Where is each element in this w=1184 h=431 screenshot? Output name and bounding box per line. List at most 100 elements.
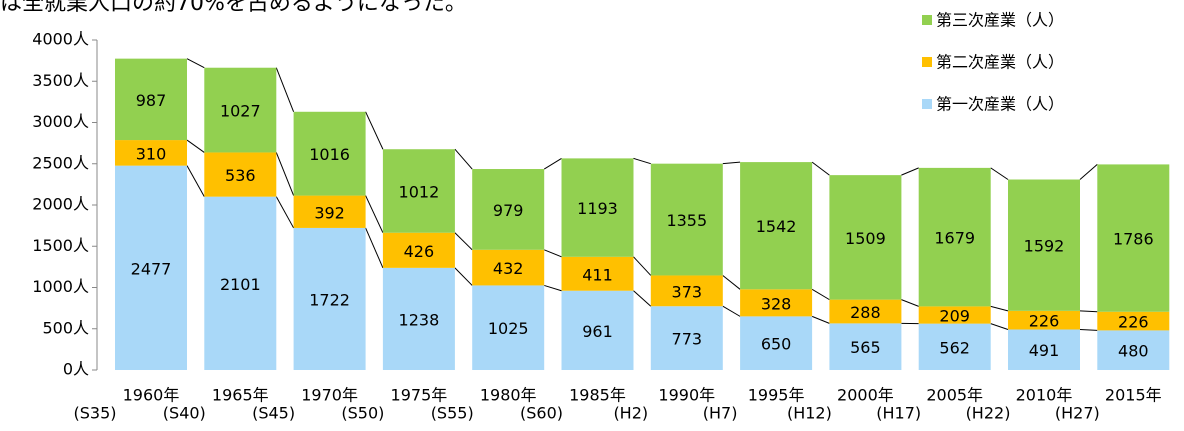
connector [901, 167, 919, 176]
connector [722, 275, 741, 290]
x-tick-label: 1985年 [569, 386, 626, 405]
era-label: (S55) [431, 404, 474, 423]
bar-segment [918, 167, 991, 307]
y-tick-label: 3000人 [32, 112, 89, 131]
data-label: 650 [761, 335, 792, 354]
data-label: 1238 [399, 310, 440, 329]
legend-swatch [922, 15, 932, 25]
era-label: (H17) [876, 404, 921, 423]
data-label: 536 [225, 166, 256, 185]
y-tick-label: 4000人 [32, 30, 89, 49]
y-tick-label: 0人 [63, 360, 89, 379]
bar-segment [382, 149, 455, 233]
data-label: 226 [1118, 313, 1149, 332]
data-label: 1509 [845, 229, 886, 248]
connector [722, 305, 741, 317]
data-label: 310 [136, 144, 167, 163]
y-tick-label: 1500人 [32, 236, 89, 255]
era-label: (S40) [163, 404, 206, 423]
connector [633, 256, 652, 276]
bar-segment [472, 285, 545, 370]
bar-segment [740, 162, 813, 290]
data-label: 1355 [666, 211, 707, 230]
connector [454, 232, 473, 251]
data-label: 2101 [220, 275, 261, 294]
bar-segment [829, 299, 902, 324]
x-tick-label: 2005年 [926, 386, 983, 405]
data-label: 411 [582, 265, 613, 284]
x-tick-label: 1995年 [748, 386, 805, 405]
data-label: 961 [582, 322, 613, 341]
bar-segment [1097, 330, 1170, 370]
data-label: 773 [672, 330, 703, 349]
connector [633, 290, 652, 307]
connector [544, 249, 562, 258]
bar-segment [650, 306, 723, 370]
x-tick-label: 2010年 [1016, 386, 1073, 405]
connector [1079, 328, 1098, 331]
data-label: 1193 [577, 199, 618, 218]
bar-segment [740, 316, 813, 370]
connector [186, 165, 205, 197]
legend-swatch [922, 99, 932, 109]
connector [811, 288, 830, 301]
bar-segment [829, 323, 902, 370]
bar-segment [293, 195, 366, 228]
caption: は全就業人口の約70%を占めるようになった。 [0, 0, 467, 16]
bar-segment [204, 152, 277, 197]
data-label: 1016 [309, 145, 350, 164]
bar-segment [918, 306, 991, 324]
bar-segment [382, 267, 455, 370]
connector [722, 161, 741, 165]
era-label: (H2) [613, 404, 648, 423]
x-tick-label: 1980年 [480, 386, 537, 405]
data-label: 392 [314, 203, 345, 222]
connector [186, 58, 205, 69]
bar-segment [650, 275, 723, 307]
data-label: 226 [1029, 312, 1060, 331]
data-label: 1542 [756, 217, 797, 236]
bar-segment [561, 158, 634, 257]
bar-segment [561, 256, 634, 291]
connector [544, 284, 562, 292]
bar-segment [293, 111, 366, 196]
data-label: 1786 [1113, 230, 1154, 249]
connector [275, 152, 295, 196]
bar-segment [204, 196, 277, 370]
data-label: 432 [493, 259, 524, 278]
data-label: 1027 [220, 102, 261, 121]
data-label: 426 [404, 242, 435, 261]
connector [990, 167, 1009, 180]
connector [990, 323, 1009, 330]
bar-segment [115, 165, 187, 370]
bar-segment [115, 58, 187, 141]
connector [365, 227, 384, 269]
bar-segment [293, 227, 366, 370]
connector [990, 305, 1009, 312]
era-label: (S50) [341, 404, 384, 423]
bar-segment [650, 163, 723, 276]
data-label: 1012 [399, 182, 440, 201]
era-label: (H27) [1055, 404, 1100, 423]
era-label: (S45) [252, 404, 295, 423]
connector [186, 139, 205, 153]
connector [454, 148, 473, 170]
x-tick-label: 1965年 [212, 386, 269, 405]
legend-label: 第一次産業（人） [936, 95, 1064, 114]
data-label: 288 [850, 303, 881, 322]
connector [633, 157, 651, 165]
connector [365, 111, 384, 150]
data-label: 373 [672, 282, 703, 301]
x-tick-label: 2015年 [1105, 386, 1162, 405]
bar-segment [204, 67, 277, 153]
y-tick-label: 1000人 [32, 277, 89, 296]
bar-segment [1008, 329, 1080, 370]
bar-segment [472, 249, 545, 286]
connector [1079, 164, 1098, 180]
data-label: 2477 [131, 259, 172, 278]
data-label: 209 [939, 307, 970, 326]
y-tick-label: 3500人 [32, 71, 89, 90]
data-label: 562 [939, 338, 970, 357]
connector [275, 196, 295, 229]
connector [275, 67, 295, 112]
